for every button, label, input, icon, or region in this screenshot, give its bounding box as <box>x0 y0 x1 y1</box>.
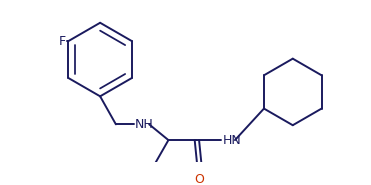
Text: O: O <box>194 173 204 185</box>
Text: NH: NH <box>135 118 154 131</box>
Text: F: F <box>59 35 66 48</box>
Text: HN: HN <box>223 134 242 147</box>
